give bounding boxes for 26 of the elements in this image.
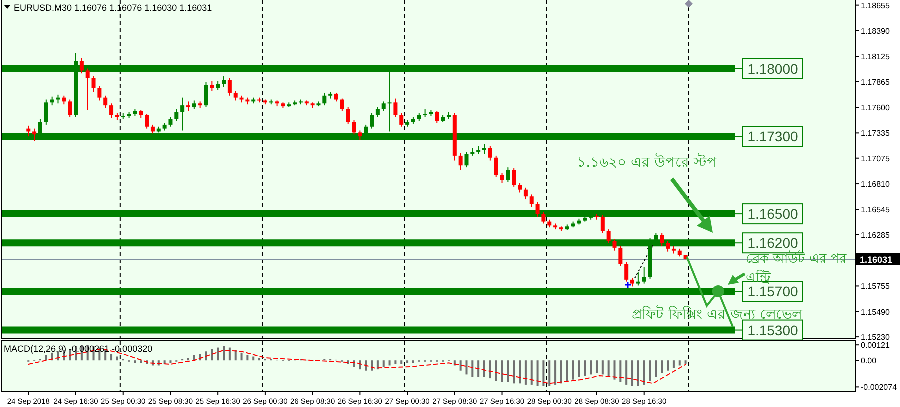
chart-title: EURUSD.M30 1.16076 1.16076 1.16030 1.16031 <box>14 3 212 13</box>
y-tick-label: 1.15230 <box>861 333 890 342</box>
ref-line-label: 1.16200 <box>748 235 799 252</box>
ref-line-label: 1.16031 <box>860 254 893 265</box>
ref-line-label: 1.18000 <box>748 60 799 77</box>
y-tick-label: 1.17865 <box>861 78 890 87</box>
annotation: ১.১৬২০ এর উপরে স্টপ <box>577 154 717 171</box>
y-tick-label: 0.00121 <box>861 341 890 350</box>
y-tick-label: 1.18390 <box>861 26 890 36</box>
y-tick-label: -0.002074 <box>861 383 898 392</box>
annotation: প্রফিট ফিক্সিং এর জন্য লেভেল <box>632 306 803 323</box>
ref-line-label: 1.15300 <box>748 322 799 338</box>
y-tick-label: 1.17075 <box>861 154 890 164</box>
y-tick-label: 1.17600 <box>861 104 890 113</box>
ref-line-label: 1.15700 <box>748 284 799 300</box>
y-tick-label: 0.00 <box>861 356 878 366</box>
y-tick-label: 1.16285 <box>861 230 890 240</box>
y-tick-label: 1.15490 <box>861 308 890 317</box>
y-tick-label: 1.18655 <box>861 1 890 10</box>
y-tick-label: 1.16810 <box>861 180 890 190</box>
y-tick-label: 1.18125 <box>861 52 890 62</box>
ref-line-label: 1.17300 <box>748 128 799 145</box>
y-tick-label: 1.16545 <box>861 206 890 215</box>
y-tick-label: 1.15755 <box>861 282 890 292</box>
ref-line-label: 1.16500 <box>748 206 799 222</box>
y-tick-label: 1.17335 <box>861 129 890 138</box>
